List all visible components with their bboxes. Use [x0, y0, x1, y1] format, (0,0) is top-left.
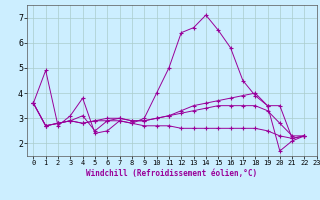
X-axis label: Windchill (Refroidissement éolien,°C): Windchill (Refroidissement éolien,°C) [86, 169, 258, 178]
